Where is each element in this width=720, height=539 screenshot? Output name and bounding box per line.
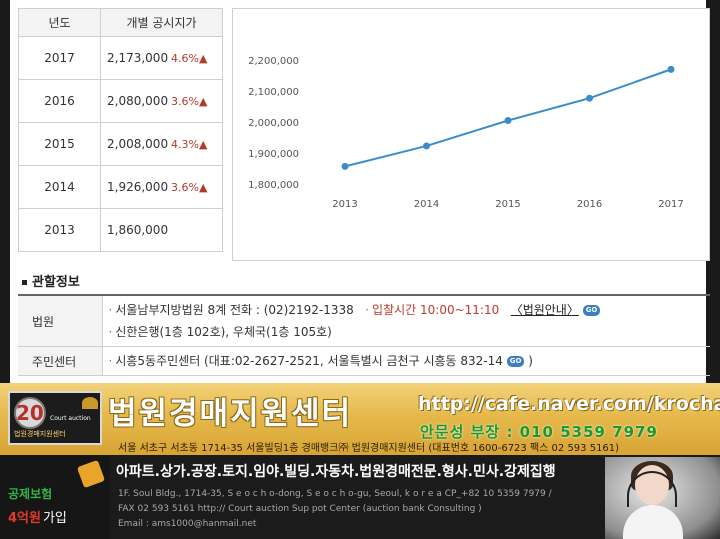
y-tick-label: 1,800,000 bbox=[248, 180, 299, 191]
banner-url-link[interactable]: http://cafe.naver.com/krocha bbox=[418, 393, 720, 415]
x-tick-label: 2014 bbox=[414, 199, 439, 210]
row-value: 1,926,000 3.6%▲ bbox=[100, 165, 223, 209]
data-point bbox=[586, 94, 593, 102]
auction-center-banner: 20 Court auction 법원경매지원센터 법원경매지원센터 http:… bbox=[0, 383, 720, 455]
center-logo: 20 Court auction 법원경매지원센터 bbox=[8, 391, 102, 445]
insurance-amount-line: 4억원 가입 bbox=[8, 507, 67, 526]
data-point bbox=[423, 142, 430, 150]
table-row: 2016 2,080,000 3.6%▲ bbox=[18, 79, 223, 123]
table-row: 2017 2,173,000 4.6%▲ bbox=[18, 36, 223, 80]
data-point bbox=[504, 117, 512, 125]
table-row: 2013 1,860,000 bbox=[18, 208, 223, 252]
y-tick-label: 2,200,000 bbox=[248, 56, 299, 67]
related-info-title-text: 관할정보 bbox=[32, 275, 80, 290]
court-info-line2: · 신한은행(1층 102호), 우체국(1층 105호) bbox=[109, 321, 705, 343]
x-tick-label: 2015 bbox=[495, 199, 520, 210]
community-center-info: · 시흥5동주민센터 (대표:02-2627-2521, 서울특별시 금천구 시흥… bbox=[102, 346, 710, 376]
price-line-chart: 1,800,000 1,900,000 2,000,000 2,100,000 2,20… bbox=[248, 56, 684, 210]
table-row: 2015 2,008,000 4.3%▲ bbox=[18, 122, 223, 166]
go-button[interactable]: GO bbox=[506, 356, 525, 367]
court-info: · 서울남부지방법원 8계 전화 : (02)2192-1338 · 입찰시간 10… bbox=[102, 295, 710, 347]
banner-phone: 안문성 부장 : 010 5359 7979 bbox=[420, 423, 658, 441]
price-table: 년도 개별 공시지가 2017 2,173,000 4.6%▲ 2016 2,08… bbox=[18, 8, 223, 252]
row-price: 1,926,000 bbox=[107, 180, 169, 194]
data-point bbox=[341, 162, 349, 170]
row-value: 1,860,000 bbox=[100, 208, 223, 252]
insurance-panel: 공제보험 4억원 가입 bbox=[0, 455, 110, 539]
y-tick-label: 1,900,000 bbox=[248, 149, 299, 160]
section-bullet-icon bbox=[22, 280, 27, 285]
headset-icon bbox=[627, 471, 677, 507]
x-tick-label: 2016 bbox=[577, 199, 602, 210]
footer-english-info: 1F. Soul Bldg., 1714-35, S e o c h o-don… bbox=[118, 487, 552, 532]
court-guide-link[interactable]: 〈법원안내〉 bbox=[510, 303, 579, 317]
row-rate: 4.6%▲ bbox=[171, 52, 208, 65]
court-row: 법원 · 서울남부지방법원 8계 전화 : (02)2192-1338 · 입찰시간… bbox=[18, 295, 710, 347]
community-center-text: 시흥5동주민센터 (대표:02-2627-2521, 서울특별시 금천구 시흥동… bbox=[115, 354, 503, 368]
insurance-label: 공제보험 bbox=[8, 487, 53, 501]
footer-email: Email : ams1000@hanmail.net bbox=[118, 519, 257, 529]
community-center-label: 주민센터 bbox=[18, 346, 103, 376]
row-price: 2,173,000 bbox=[107, 51, 169, 65]
price-chart: 1,800,000 1,900,000 2,000,000 2,100,000 2,20… bbox=[232, 8, 710, 261]
call-operator-image bbox=[605, 457, 720, 539]
bullet-icon: · bbox=[108, 354, 113, 368]
content-frame: 년도 개별 공시지가 2017 2,173,000 4.6%▲ 2016 2,08… bbox=[0, 0, 720, 383]
logo-center-name: 법원경매지원센터 bbox=[14, 430, 66, 438]
row-year: 2015 bbox=[18, 122, 101, 166]
bullet-icon: · bbox=[365, 303, 370, 317]
court-phone-text: 서울남부지방법원 8계 전화 : (02)2192-1338 bbox=[115, 303, 354, 317]
row-year: 2014 bbox=[18, 165, 101, 209]
graduation-cap-icon bbox=[82, 397, 98, 409]
related-info-title: 관할정보 bbox=[22, 271, 80, 290]
logo-disc-icon bbox=[14, 397, 46, 429]
services-list: 아파트.상가.공장.토지.임야.빌딩.자동차.법원경매전문.형사.민사.강제집행 bbox=[116, 464, 556, 480]
row-rate: 3.6%▲ bbox=[171, 95, 208, 108]
row-year: 2017 bbox=[18, 36, 101, 80]
row-value: 2,008,000 4.3%▲ bbox=[100, 122, 223, 166]
x-tick-label: 2013 bbox=[332, 199, 357, 210]
court-info-line1: · 서울남부지방법원 8계 전화 : (02)2192-1338 · 입찰시간 10… bbox=[109, 299, 705, 321]
row-value: 2,080,000 3.6%▲ bbox=[100, 79, 223, 123]
related-info-table: 법원 · 서울남부지방법원 8계 전화 : (02)2192-1338 · 입찰시간… bbox=[18, 294, 710, 376]
operator-body bbox=[623, 505, 683, 539]
court-label: 법원 bbox=[18, 295, 103, 347]
logo-english: Court auction bbox=[50, 415, 91, 422]
table-row: 2014 1,926,000 3.6%▲ bbox=[18, 165, 223, 209]
price-table-header-row: 년도 개별 공시지가 bbox=[18, 8, 223, 37]
go-button[interactable]: GO bbox=[582, 305, 601, 316]
tag-icon bbox=[76, 459, 106, 489]
footer-en-line1: 1F. Soul Bldg., 1714-35, S e o c h o-don… bbox=[118, 489, 552, 499]
bullet-icon: · bbox=[108, 303, 113, 317]
y-tick-label: 2,100,000 bbox=[248, 87, 299, 98]
data-point bbox=[667, 65, 675, 73]
bid-time-text: 입찰시간 10:00~11:10 bbox=[372, 303, 500, 317]
community-center-close: ) bbox=[528, 354, 533, 368]
bullet-icon: · bbox=[108, 325, 113, 339]
footer: 공제보험 4억원 가입 아파트.상가.공장.토지.임야.빌딩.자동차.법원경매전문… bbox=[0, 455, 720, 539]
insurance-amount: 4억원 bbox=[8, 511, 41, 526]
row-value: 2,173,000 4.6%▲ bbox=[100, 36, 223, 80]
footer-en-line2: FAX 02 593 5161 http:// Court auction Su… bbox=[118, 504, 482, 514]
banner-address: 서울 서초구 서초동 1714-35 서울빌딩1층 경매뱅크㈜ 법원경매지원센터… bbox=[118, 443, 620, 454]
header-year: 년도 bbox=[18, 8, 101, 37]
row-price: 1,860,000 bbox=[107, 223, 169, 237]
community-center-row: 주민센터 · 시흥5동주민센터 (대표:02-2627-2521, 서울특별시 금… bbox=[18, 346, 710, 376]
row-year: 2016 bbox=[18, 79, 101, 123]
banner-center-name: 법원경매지원센터 bbox=[108, 396, 353, 432]
row-year: 2013 bbox=[18, 208, 101, 252]
row-rate: 4.3%▲ bbox=[171, 138, 208, 151]
x-tick-label: 2017 bbox=[658, 199, 683, 210]
insurance-suffix: 가입 bbox=[42, 511, 67, 526]
header-price: 개별 공시지가 bbox=[100, 8, 223, 37]
row-rate: 3.6%▲ bbox=[171, 181, 208, 194]
court-facility-text: 신한은행(1층 102호), 우체국(1층 105호) bbox=[115, 325, 332, 339]
logo-number: 20 bbox=[16, 401, 44, 425]
row-price: 2,080,000 bbox=[107, 94, 169, 108]
y-tick-label: 2,000,000 bbox=[248, 118, 299, 129]
row-price: 2,008,000 bbox=[107, 137, 169, 151]
